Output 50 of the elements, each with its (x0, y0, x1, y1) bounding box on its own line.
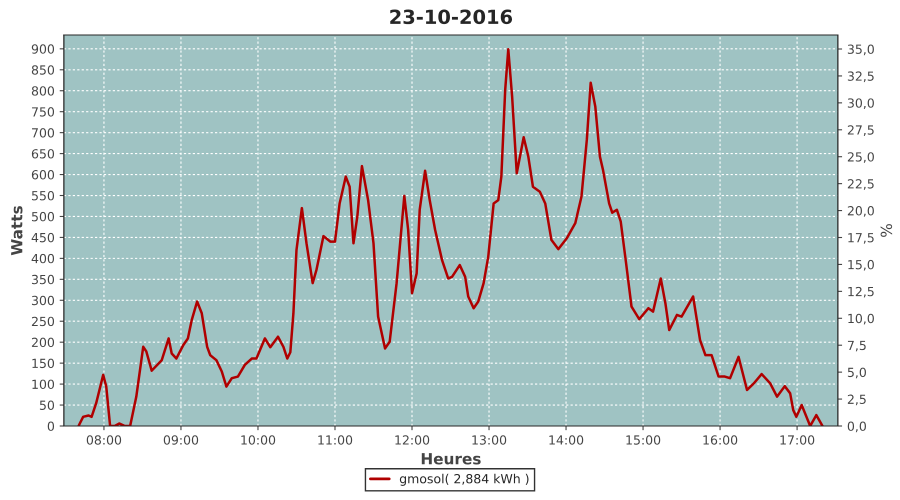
x-tick-label: 13:00 (472, 435, 506, 445)
y-tick-label: 700 (32, 128, 54, 138)
x-tick-label: 17:00 (780, 435, 814, 445)
y2-tick-label: 35,0 (848, 44, 874, 56)
y-tick-label: 750 (32, 107, 54, 117)
y2-tick-label: 2,5 (848, 394, 866, 406)
y-tick-label: 50 (40, 400, 54, 410)
x-tick-label: 12:00 (395, 435, 430, 445)
y-tick-label: 150 (32, 358, 54, 368)
y-tick-label: 500 (32, 212, 54, 222)
chart-title: 23-10-2016 (390, 9, 512, 24)
y-tick-label: 800 (32, 86, 54, 96)
y2-tick-label: 12,5 (848, 286, 874, 298)
y2-tick-label: 17,5 (848, 233, 874, 244)
y2-tick-label: 10,0 (848, 314, 874, 324)
x-tick-label: 15:00 (626, 435, 660, 445)
y-tick-label: 100 (32, 380, 54, 390)
y-tick-label: 650 (32, 149, 54, 159)
x-tick-label: 10:00 (241, 435, 276, 445)
y-tick-label: 900 (32, 44, 54, 54)
y2-tick-label: 20,0 (848, 206, 874, 217)
y2-tick-label: 15,0 (848, 260, 874, 271)
y2-tick-label: 32,5 (848, 71, 874, 82)
y-tick-label: 200 (32, 338, 54, 348)
y2-axis-title: % (880, 224, 892, 237)
x-tick-label: 09:00 (164, 435, 198, 445)
y-tick-label: 450 (32, 232, 54, 242)
x-tick-label: 11:00 (318, 435, 352, 445)
y2-tick-label: 27,5 (848, 125, 874, 136)
x-tick-label: 16:00 (703, 435, 738, 445)
x-axis-title: Heures (422, 453, 481, 465)
y-tick-label: 850 (32, 65, 54, 75)
y-tick-label: 0 (48, 421, 54, 431)
y2-tick-label: 7,5 (848, 340, 866, 352)
legend-label: gmosol( 2,884 kWh ) (400, 474, 528, 486)
y-tick-label: 300 (32, 296, 54, 306)
x-tick-label: 14:00 (549, 435, 584, 445)
y-tick-label: 250 (32, 316, 54, 326)
y2-tick-label: 30,0 (848, 98, 874, 110)
y-axis-title: Watts (11, 206, 22, 256)
y2-tick-label: 0,0 (848, 421, 866, 432)
y-tick-label: 550 (32, 190, 54, 200)
y-tick-label: 350 (32, 274, 54, 284)
x-tick-label: 08:00 (86, 435, 122, 445)
y2-tick-label: 22,5 (848, 179, 874, 190)
y2-tick-label: 25,0 (848, 152, 874, 163)
y-tick-label: 400 (32, 254, 54, 264)
y2-tick-label: 5,0 (848, 368, 866, 378)
line-series (77, 48, 824, 426)
y-tick-label: 600 (32, 170, 54, 180)
